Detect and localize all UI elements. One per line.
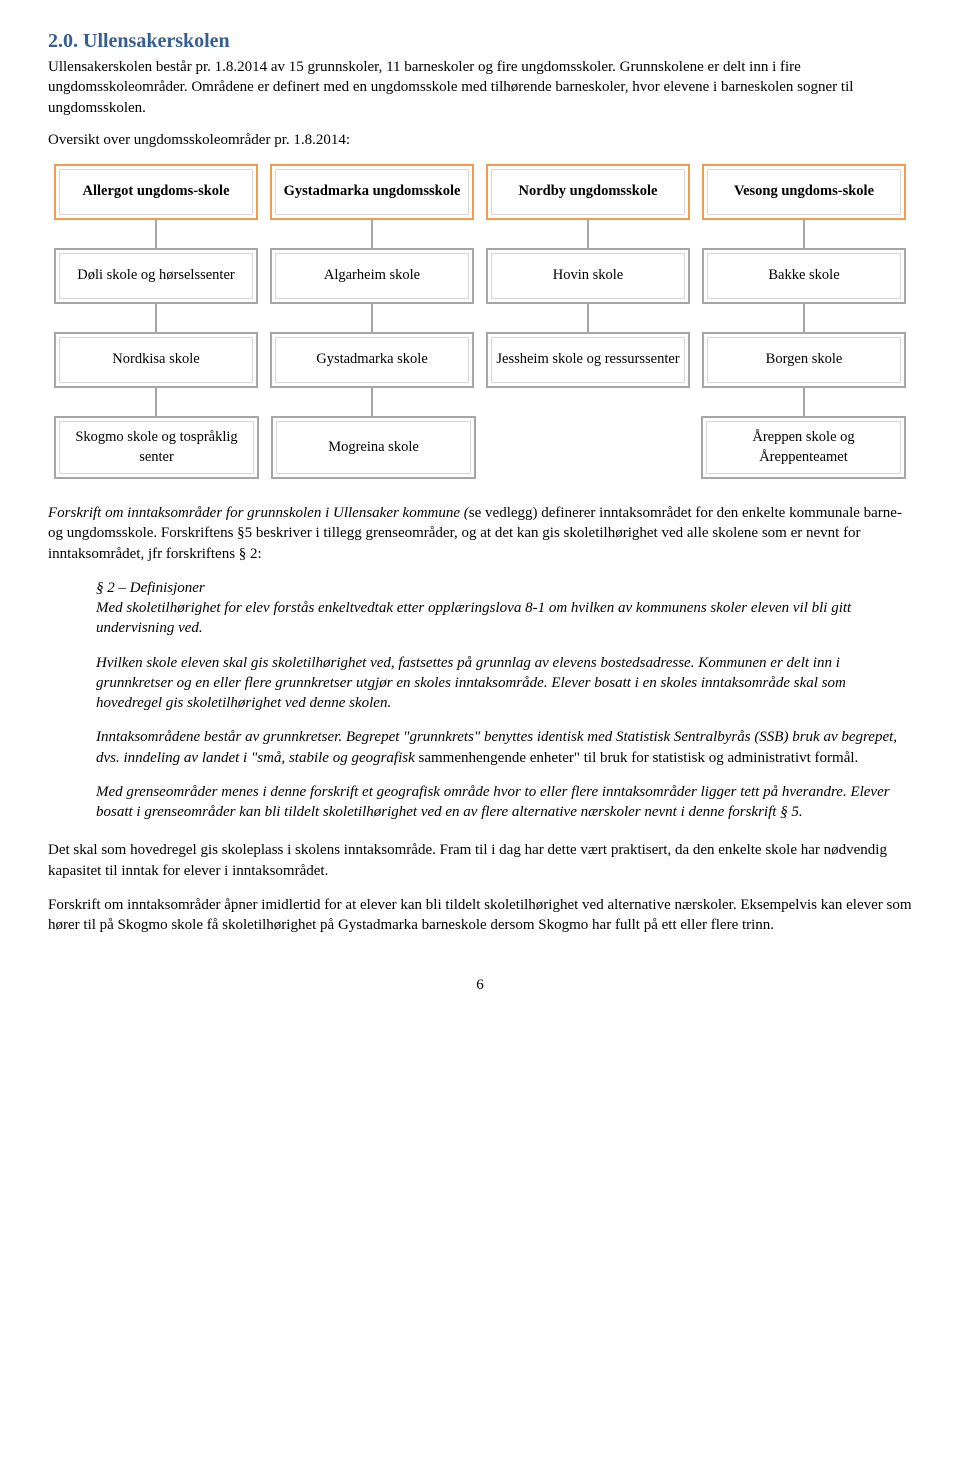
intro-paragraph-1: Ullensakerskolen består pr. 1.8.2014 av … xyxy=(48,57,912,118)
connector-line xyxy=(803,304,805,332)
connector-row-1 xyxy=(48,220,912,248)
node-gystadmarka-u: Gystadmarka ungdomsskole xyxy=(270,164,474,220)
node-areppen: Åreppen skole og Åreppenteamet xyxy=(701,416,906,479)
connector-row-3 xyxy=(48,388,912,416)
node-vesong: Vesong ungdoms-skole xyxy=(702,164,906,220)
node-algarheim: Algarheim skole xyxy=(270,248,474,304)
node-hovin: Hovin skole xyxy=(486,248,690,304)
connector-line xyxy=(371,304,373,332)
chart-row-barneskoler-2: Nordkisa skole Gystadmarka skole Jesshei… xyxy=(48,332,912,388)
connector-line xyxy=(587,304,589,332)
node-jessheim: Jessheim skole og ressurssenter xyxy=(486,332,690,388)
node-borgen: Borgen skole xyxy=(702,332,906,388)
definitions-p3: Inntaksområdene består av grunnkretser. … xyxy=(96,727,912,768)
node-allergot: Allergot ungdoms-skole xyxy=(54,164,258,220)
node-mogreina: Mogreina skole xyxy=(271,416,476,479)
node-doli: Døli skole og hørselssenter xyxy=(54,248,258,304)
forskrift-lead-italic: Forskrift om inntaksområder for grunnsko… xyxy=(48,505,469,521)
chart-row-barneskoler-3: Skogmo skole og tospråklig senter Mogrei… xyxy=(48,416,912,479)
alternative-paragraph: Forskrift om inntaksområder åpner imidle… xyxy=(48,895,912,936)
forskrift-paragraph: Forskrift om inntaksområder for grunnsko… xyxy=(48,503,912,564)
connector-line xyxy=(155,304,157,332)
connector-row-2 xyxy=(48,304,912,332)
connector-line xyxy=(371,220,373,248)
definitions-block: § 2 – Definisjoner Med skoletilhørighet … xyxy=(96,578,912,823)
def-4: Med grenseområder menes i denne forskrif… xyxy=(96,782,912,823)
chart-row-ungdomsskoler: Allergot ungdoms-skole Gystadmarka ungdo… xyxy=(48,164,912,220)
page-number: 6 xyxy=(48,975,912,995)
node-skogmo: Skogmo skole og tospråklig senter xyxy=(54,416,259,479)
hovedregel-paragraph: Det skal som hovedregel gis skoleplass i… xyxy=(48,840,912,881)
connector-line xyxy=(803,220,805,248)
def-3b: sammenhengende enheter" til bruk for sta… xyxy=(419,750,859,766)
connector-line xyxy=(155,388,157,416)
node-empty xyxy=(488,416,689,479)
school-org-chart: Allergot ungdoms-skole Gystadmarka ungdo… xyxy=(48,164,912,479)
section-heading: 2.0. Ullensakerskolen xyxy=(48,28,912,55)
chart-row-barneskoler-1: Døli skole og hørselssenter Algarheim sk… xyxy=(48,248,912,304)
connector-line xyxy=(587,220,589,248)
node-nordby: Nordby ungdomsskole xyxy=(486,164,690,220)
def-2: Hvilken skole eleven skal gis skoletilhø… xyxy=(96,653,912,714)
node-gystadmarka-b: Gystadmarka skole xyxy=(270,332,474,388)
intro-paragraph-2: Oversikt over ungdomsskoleområder pr. 1.… xyxy=(48,130,912,150)
connector-line xyxy=(803,388,805,416)
node-nordkisa: Nordkisa skole xyxy=(54,332,258,388)
node-bakke: Bakke skole xyxy=(702,248,906,304)
definitions-p1: § 2 – Definisjoner Med skoletilhørighet … xyxy=(96,578,912,639)
def-1: Med skoletilhørighet for elev forstås en… xyxy=(96,600,851,636)
connector-line xyxy=(155,220,157,248)
def-heading: § 2 – Definisjoner xyxy=(96,580,205,596)
connector-line xyxy=(371,388,373,416)
